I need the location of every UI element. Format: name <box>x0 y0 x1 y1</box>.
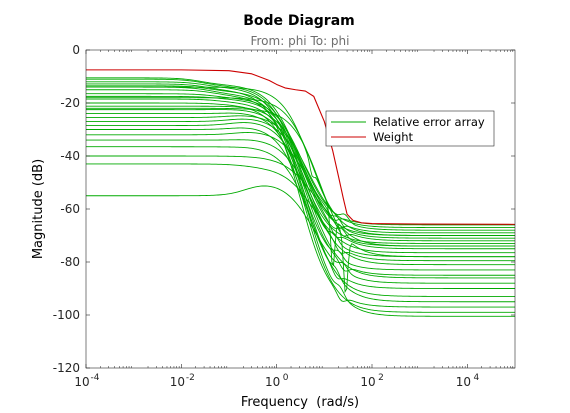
y-axis: 0 -20 -40 -60 -80 -100 -120 <box>53 43 515 375</box>
x-axis: 10 -4 10 -2 10 0 10 2 10 4 <box>74 50 514 389</box>
chart-subtitle: From: phi To: phi <box>250 34 349 48</box>
x-tick-label-1: 10 <box>170 375 185 389</box>
relative-error-curve-19 <box>86 139 515 266</box>
x-axis-label: Frequency (rad/s) <box>241 395 359 410</box>
x-tick-label-0: 10 <box>74 375 89 389</box>
relative-error-curve-13 <box>86 112 515 297</box>
legend: Relative error array Weight <box>325 110 495 147</box>
x-tick-label-4: 10 <box>456 375 471 389</box>
relative-error-curve-20 <box>86 146 515 303</box>
relative-error-notch-curve-1 <box>86 97 515 266</box>
relative-error-curve-6 <box>86 89 515 289</box>
relative-error-curve-16 <box>86 122 515 279</box>
legend-label-weight: Weight <box>373 130 414 144</box>
y-tick-label-4: -80 <box>60 255 80 269</box>
y-axis-label: Magnitude (dB) <box>31 159 46 259</box>
relative-error-curve-3 <box>86 83 515 308</box>
relative-error-curve-15 <box>86 118 515 250</box>
relative-error-curve-23 <box>86 185 515 284</box>
relative-error-curve-21 <box>86 155 515 234</box>
y-tick-label-1: -20 <box>60 96 80 110</box>
relative-error-curve-22 <box>86 163 515 254</box>
y-tick-label-5: -100 <box>53 308 80 322</box>
x-tick-exponent-1: -2 <box>186 373 195 383</box>
relative-error-curve-9 <box>86 98 515 276</box>
y-tick-label-3: -60 <box>60 202 80 216</box>
x-tick-exponent-3: 2 <box>378 373 384 383</box>
x-tick-exponent-2: 0 <box>283 373 289 383</box>
y-tick-label-2: -40 <box>60 149 80 163</box>
relative-error-notch-curve-2 <box>86 107 515 294</box>
relative-error-curve-14 <box>86 115 515 231</box>
y-tick-label-6: -120 <box>53 361 80 375</box>
legend-label-relative-error: Relative error array <box>373 115 485 129</box>
relative-error-curve-11 <box>86 105 515 239</box>
y-tick-label-0: 0 <box>72 43 80 57</box>
chart-title: Bode Diagram <box>243 13 355 29</box>
relative-error-curve-12 <box>86 109 515 262</box>
x-tick-exponent-4: 4 <box>473 373 479 383</box>
weight-curve <box>86 69 516 225</box>
x-tick-exponent-0: -4 <box>91 373 100 383</box>
x-tick-label-3: 10 <box>360 375 375 389</box>
series-layer <box>86 69 516 317</box>
legend-box <box>325 110 495 147</box>
relative-error-curve-18 <box>86 132 515 242</box>
x-tick-label-2: 10 <box>265 375 280 389</box>
relative-error-curve-17 <box>86 127 515 317</box>
